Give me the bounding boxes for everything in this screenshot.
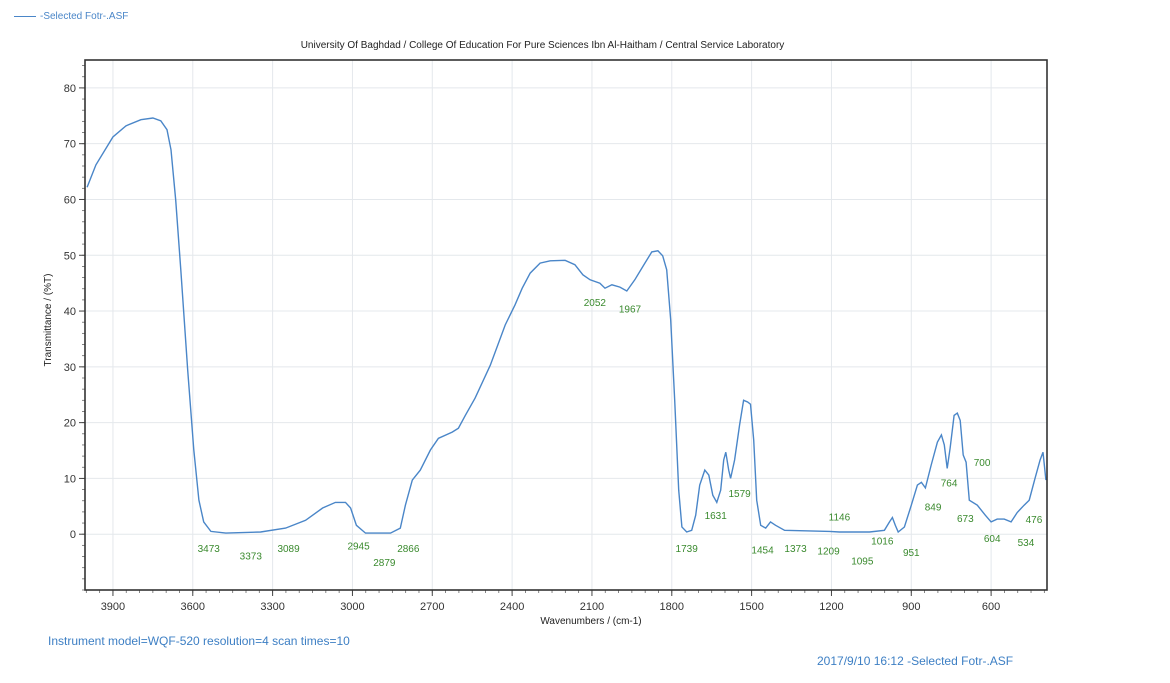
y-tick-label: 10 [64, 473, 76, 485]
y-tick-label: 50 [64, 250, 76, 262]
peak-label: 1739 [676, 544, 699, 555]
x-tick-label: 2400 [500, 601, 524, 613]
y-tick-label: 30 [64, 362, 76, 374]
minor-ticks [82, 65, 1045, 593]
peak-label: 2945 [347, 541, 370, 552]
peak-label: 951 [903, 548, 920, 559]
y-tick-label: 70 [64, 139, 76, 151]
peak-label: 1579 [729, 489, 752, 500]
x-tick-label: 1500 [739, 601, 763, 613]
x-axis-ticks: 3900 3600 3300 3000 2700 2400 2100 1800 1500 1200… [101, 590, 1000, 613]
instrument-info: Instrument model=WQF-520 resolution=4 sc… [48, 634, 350, 648]
legend: -Selected Fotr-.ASF [14, 11, 128, 22]
y-tick-label: 40 [64, 306, 76, 318]
peak-label: 534 [1018, 538, 1035, 549]
spectrum-line [86, 117, 1047, 534]
peak-label: 3473 [198, 544, 221, 555]
x-tick-label: 3300 [260, 601, 284, 613]
x-tick-label: 2100 [580, 601, 604, 613]
y-tick-label: 0 [70, 529, 76, 541]
peak-label: 1454 [751, 545, 774, 556]
peak-label: 3373 [240, 551, 263, 562]
x-tick-label: 3000 [340, 601, 364, 613]
chart-title: University Of Baghdad / College Of Educa… [300, 40, 785, 51]
x-tick-label: 1800 [660, 601, 684, 613]
peak-label: 1209 [817, 546, 840, 557]
y-tick-label: 20 [64, 418, 76, 430]
x-tick-label: 3900 [101, 601, 125, 613]
peak-label: 1967 [619, 304, 642, 315]
peak-label: 764 [941, 478, 958, 489]
x-tick-label: 1200 [819, 601, 843, 613]
peak-label: 700 [974, 458, 991, 469]
plot-frame [84, 59, 1048, 591]
peak-label: 604 [984, 534, 1001, 545]
peak-label: 1373 [784, 544, 807, 555]
peak-label: 1146 [829, 512, 851, 523]
y-axis-label: Transmittance / (%T) [43, 274, 54, 367]
x-tick-label: 900 [902, 601, 920, 613]
peak-label: 849 [925, 502, 942, 513]
y-axis-ticks: 0 10 20 30 40 50 60 70 80 [64, 83, 85, 541]
x-axis-label: Wavenumbers / (cm-1) [540, 616, 641, 627]
peak-label: 673 [957, 514, 974, 525]
legend-label: -Selected Fotr-.ASF [40, 11, 129, 22]
peak-label: 1631 [705, 511, 728, 522]
peak-label: 2866 [397, 544, 420, 555]
y-tick-label: 60 [64, 194, 76, 206]
peak-label: 2052 [584, 298, 607, 309]
peak-label: 3089 [277, 544, 300, 555]
peak-label: 2879 [373, 558, 396, 569]
peak-label: 1016 [871, 536, 894, 547]
y-tick-label: 80 [64, 83, 76, 95]
peak-label: 476 [1026, 515, 1043, 526]
peak-label: 1095 [851, 556, 874, 567]
timestamp-file-info: 2017/9/10 16:12 -Selected Fotr-.ASF [817, 654, 1014, 668]
grid [85, 60, 1047, 590]
legend-line-swatch [14, 16, 36, 17]
x-tick-label: 600 [982, 601, 1000, 613]
x-tick-label: 2700 [420, 601, 444, 613]
x-tick-label: 3600 [181, 601, 205, 613]
